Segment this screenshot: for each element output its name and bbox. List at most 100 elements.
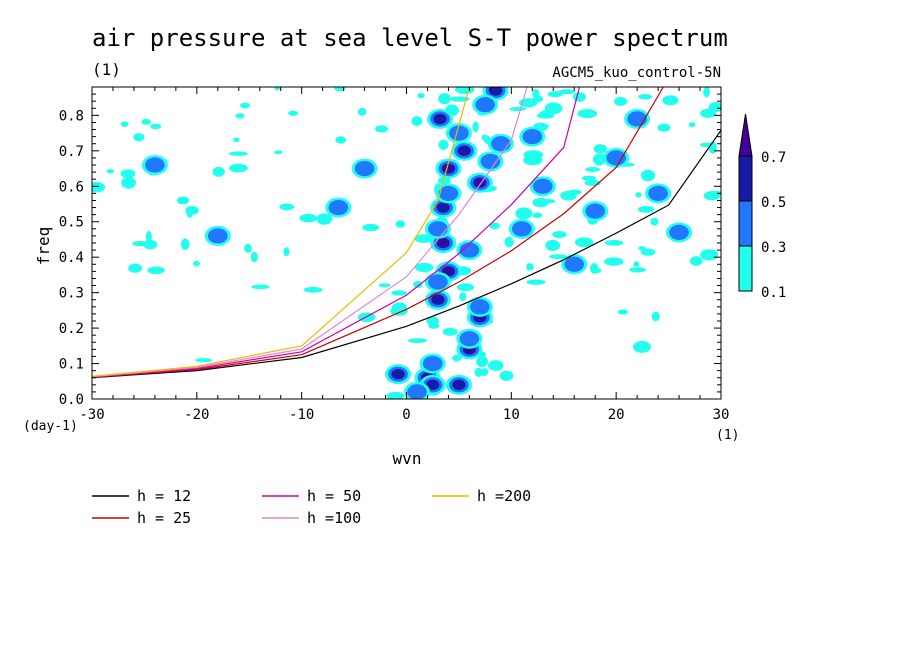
x-tick-label: 20 xyxy=(608,407,625,423)
power-patch xyxy=(427,108,454,129)
power-patch xyxy=(624,108,651,129)
contour-cell xyxy=(526,263,534,271)
contour-cell xyxy=(532,89,540,99)
contour-cell xyxy=(472,121,479,133)
contour-cell xyxy=(417,92,425,99)
contour-cell xyxy=(515,207,533,220)
contour-cell xyxy=(614,96,628,106)
power-patch xyxy=(445,374,472,395)
y-tick-label: 0.4 xyxy=(59,250,84,266)
patch-level-1 xyxy=(532,178,553,194)
power-patch xyxy=(519,126,546,147)
contour-cell xyxy=(637,206,655,213)
contour-cell xyxy=(589,263,599,274)
colorbar-label: 0.3 xyxy=(761,240,786,256)
patch-level-1 xyxy=(459,331,480,347)
power-patch xyxy=(351,158,378,179)
contour-cell xyxy=(552,230,567,239)
contour-cell xyxy=(545,239,561,252)
power-patch xyxy=(561,254,588,275)
x-tick-label: 10 xyxy=(503,407,520,423)
patch-level-1 xyxy=(564,256,585,272)
patch-level-1 xyxy=(648,185,668,201)
contour-cell xyxy=(657,123,671,132)
patch-level-1 xyxy=(428,274,448,290)
patch-level-2 xyxy=(426,379,440,391)
dispersion-curve-h25 xyxy=(92,87,664,378)
patch-level-1 xyxy=(669,224,689,240)
contour-cell xyxy=(489,222,501,230)
contour-cell xyxy=(426,316,440,326)
power-patch xyxy=(508,218,535,239)
contour-cell xyxy=(574,237,594,248)
contour-cell xyxy=(576,93,584,98)
contour-cell xyxy=(442,327,458,336)
contour-cell xyxy=(549,254,568,260)
contour-cell xyxy=(480,368,489,376)
patch-level-1 xyxy=(512,221,532,237)
contour-cell xyxy=(414,234,434,243)
patch-level-1 xyxy=(491,136,511,152)
patch-level-1 xyxy=(606,150,626,166)
contour-cell xyxy=(476,355,489,368)
x-tick-label: 0 xyxy=(402,407,410,423)
contour-cell xyxy=(411,116,423,127)
patch-level-3 xyxy=(445,268,452,275)
contour-cell xyxy=(499,370,514,381)
contour-cell xyxy=(235,113,245,119)
power-patch xyxy=(466,172,493,193)
contour-cell xyxy=(532,197,550,208)
patch-level-1 xyxy=(449,125,469,141)
legend-label: h =100 xyxy=(307,509,361,527)
contour-cell xyxy=(251,284,270,290)
y-tick-label: 0.5 xyxy=(59,215,84,231)
x-axis-ticks: -30 -20 -10 0 10 20 30 xyxy=(79,87,729,423)
power-patch xyxy=(424,272,451,292)
contour-cell xyxy=(558,89,576,95)
contour-cell xyxy=(437,176,451,185)
contour-cell xyxy=(640,169,656,182)
x-tick-label: -10 xyxy=(289,407,314,423)
patch-level-1 xyxy=(328,199,349,216)
contour-cell xyxy=(536,112,555,119)
contour-cell xyxy=(708,141,717,154)
contour-cell xyxy=(283,247,290,257)
contour-cell xyxy=(438,93,451,105)
contour-cell xyxy=(581,175,597,181)
patch-level-1 xyxy=(459,242,480,258)
contour-cell xyxy=(303,286,323,293)
power-patch xyxy=(435,158,462,179)
contour-cell xyxy=(523,150,544,160)
y-axis-ticks: 0.0 0.1 0.2 0.3 0.4 0.5 0.6 0.7 0.8 xyxy=(59,86,721,408)
contour-cell xyxy=(143,239,158,250)
patch-level-1 xyxy=(145,157,165,173)
contour-cell xyxy=(635,192,642,198)
patch-level-1 xyxy=(428,221,448,237)
power-patch xyxy=(445,123,472,144)
patch-level-3 xyxy=(439,240,447,246)
contour-cell xyxy=(487,360,504,371)
contour-cell xyxy=(395,220,406,228)
patch-level-2 xyxy=(433,113,447,125)
contour-cell xyxy=(633,340,651,353)
power-patch xyxy=(603,147,630,168)
colorbar-label: 0.1 xyxy=(761,285,786,301)
patch-level-2 xyxy=(452,379,466,391)
x-tick-label: -20 xyxy=(184,407,209,423)
contour-cell xyxy=(120,169,136,179)
y-tick-label: 0.6 xyxy=(59,179,84,195)
power-patch xyxy=(666,222,693,243)
patch-level-2 xyxy=(391,368,405,380)
contour-cell xyxy=(141,118,151,125)
contour-cell xyxy=(362,223,380,232)
colorbar: 0.1 0.3 0.5 0.7 xyxy=(738,113,786,301)
contour-cell xyxy=(662,95,679,106)
patch-level-2 xyxy=(431,294,445,305)
contour-cell xyxy=(617,309,629,315)
contour-cell xyxy=(378,283,391,288)
patch-level-1 xyxy=(470,299,490,315)
power-patch xyxy=(451,140,478,161)
contour-cell xyxy=(229,163,248,173)
units-label: (1) xyxy=(92,60,121,79)
contour-cell xyxy=(535,124,550,129)
